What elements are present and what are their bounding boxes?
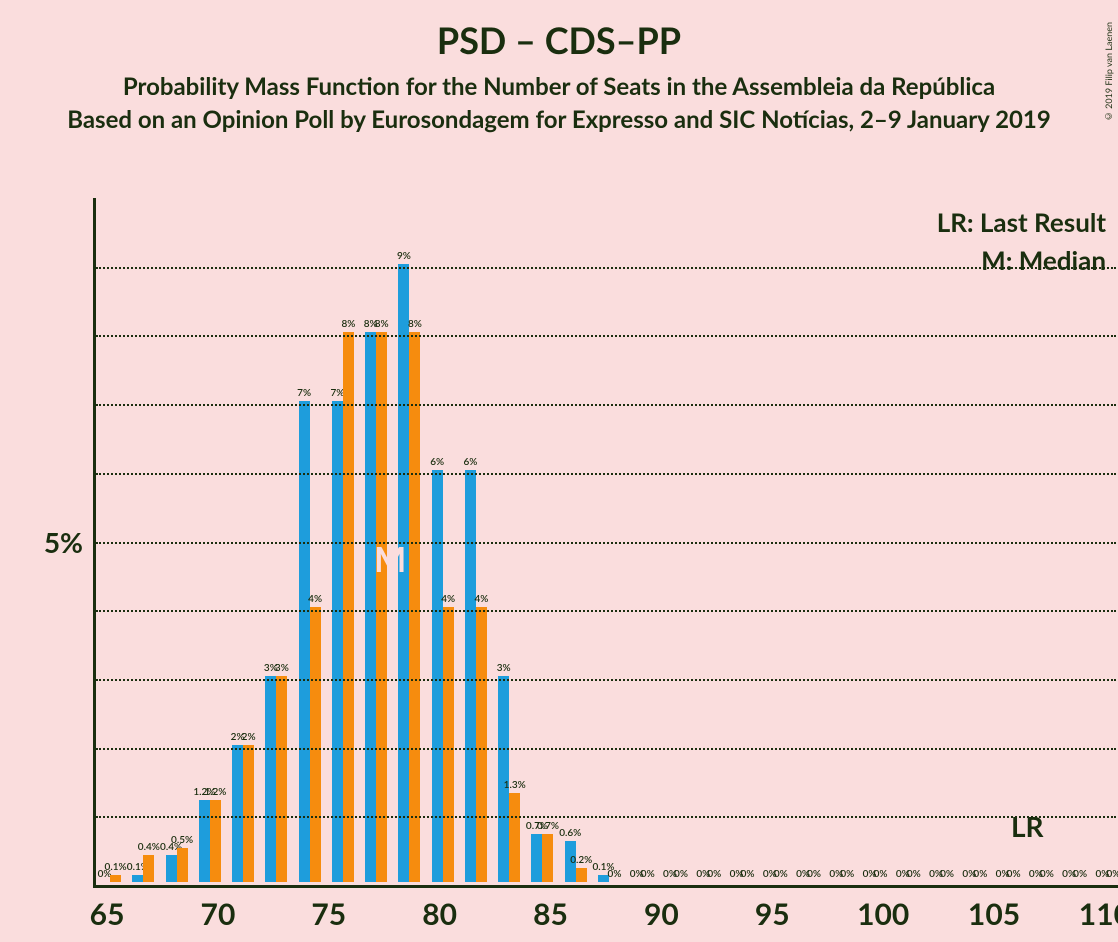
bar-value-label: 8% — [341, 318, 355, 330]
bar-series-a: 3% — [265, 676, 276, 882]
chart-subtitle-1: Probability Mass Function for the Number… — [0, 72, 1118, 101]
bar-value-label: 0% — [973, 868, 987, 880]
bar-series-b: 4% — [476, 607, 487, 882]
bar-value-label: 4% — [474, 593, 488, 605]
bar-value-label: 0% — [707, 868, 721, 880]
bar-value-label: 0% — [840, 868, 854, 880]
bar-series-a: 0.4% — [166, 855, 177, 882]
bar-value-label: 0% — [907, 868, 921, 880]
x-axis-label: 110 — [1079, 896, 1118, 932]
x-axis-label: 95 — [755, 896, 790, 932]
bar-series-b: 4% — [443, 607, 454, 882]
bar-value-label: 0.5% — [171, 834, 193, 846]
bar-series-a: 2% — [232, 745, 243, 882]
bar-value-label: 0.6% — [559, 827, 581, 839]
bar-series-b: 0.5% — [177, 848, 188, 882]
bar-value-label: 3% — [497, 662, 511, 674]
pmf-chart: 0%0.1%0.1%0.4%0.4%0.5%1.2%1.2%2%2%3%3%7%… — [93, 198, 1118, 888]
bar-series-b: 8% — [409, 332, 420, 882]
bar-value-label: 0.1% — [105, 861, 127, 873]
last-result-marker: LR — [1011, 809, 1044, 843]
bar-series-a: 6% — [432, 470, 443, 882]
bar-value-label: 8% — [408, 318, 422, 330]
bar-value-label: 0% — [741, 868, 755, 880]
x-axis-label: 100 — [857, 896, 909, 932]
bar-value-label: 0% — [608, 868, 622, 880]
copyright-text: © 2019 Filip van Laenen — [1103, 22, 1114, 122]
y-axis-label: 5% — [44, 525, 83, 559]
bar-series-b: 1.2% — [210, 800, 221, 882]
bar-value-label: 6% — [463, 456, 477, 468]
bar-series-b: 0.7% — [542, 834, 553, 882]
bar-series-a: 6% — [465, 470, 476, 882]
bar-value-label: 4% — [441, 593, 455, 605]
gridline — [96, 542, 1116, 544]
bar-value-label: 0% — [1007, 868, 1021, 880]
bar-series-a: 0.7% — [531, 834, 542, 882]
bar-value-label: 0% — [807, 868, 821, 880]
bar-series-b: 0.2% — [576, 868, 587, 882]
bar-value-label: 8% — [375, 318, 389, 330]
bars-container: 0%0.1%0.1%0.4%0.4%0.5%1.2%1.2%2%2%3%3%7%… — [99, 195, 1118, 882]
bar-value-label: 1.3% — [504, 779, 526, 791]
bar-value-label: 4% — [308, 593, 322, 605]
gridline — [96, 267, 1116, 269]
gridline — [96, 473, 1116, 475]
gridline — [96, 816, 1116, 818]
x-axis-label: 105 — [968, 896, 1020, 932]
bar-series-a: 0.1% — [132, 875, 143, 882]
bar-value-label: 9% — [397, 250, 411, 262]
bar-value-label: 0% — [940, 868, 954, 880]
bar-value-label: 3% — [275, 662, 289, 674]
bar-value-label: 0% — [641, 868, 655, 880]
bar-value-label: 6% — [430, 456, 444, 468]
gridline — [96, 335, 1116, 337]
bar-value-label: 0% — [1040, 868, 1054, 880]
bar-series-a: 9% — [398, 264, 409, 882]
bar-series-b: 0.1% — [110, 875, 121, 882]
x-axis-label: 85 — [533, 896, 568, 932]
chart-subtitle-2: Based on an Opinion Poll by Eurosondagem… — [0, 105, 1118, 134]
chart-title: PSD – CDS–PP — [0, 18, 1118, 62]
bar-value-label: 0% — [874, 868, 888, 880]
bar-value-label: 0.2% — [570, 854, 592, 866]
bar-series-b: 8% — [376, 332, 387, 882]
gridline — [96, 679, 1116, 681]
bar-value-label: 1.2% — [204, 786, 226, 798]
bar-series-a: 1.2% — [199, 800, 210, 882]
bar-series-b: 1.3% — [509, 793, 520, 882]
bar-series-b: 4% — [310, 607, 321, 882]
gridline — [96, 748, 1116, 750]
bar-series-b: 2% — [243, 745, 254, 882]
bar-value-label: 0.7% — [537, 820, 559, 832]
x-axis-label: 70 — [201, 896, 236, 932]
bar-value-label: 0.4% — [138, 841, 160, 853]
bar-value-label: 2% — [242, 731, 256, 743]
gridline — [96, 610, 1116, 612]
bar-series-a: 8% — [365, 332, 376, 882]
x-axis-label: 65 — [90, 896, 125, 932]
x-axis-label: 80 — [422, 896, 457, 932]
bar-series-b: 3% — [276, 676, 287, 882]
bar-value-label: 0% — [774, 868, 788, 880]
bar-series-b: 0.4% — [143, 855, 154, 882]
bar-value-label: 0% — [674, 868, 688, 880]
bar-value-label: 7% — [297, 387, 311, 399]
gridline — [96, 404, 1116, 406]
bar-value-label: 0% — [1106, 868, 1118, 880]
x-axis-label: 75 — [311, 896, 346, 932]
x-axis-label: 90 — [644, 896, 679, 932]
bar-series-b: 8% — [343, 332, 354, 882]
bar-value-label: 0% — [1073, 868, 1087, 880]
